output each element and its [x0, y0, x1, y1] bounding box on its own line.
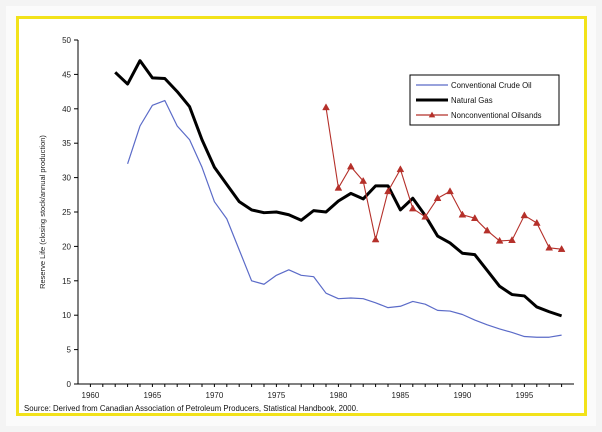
y-tick-label: 25	[62, 208, 71, 217]
x-tick-label: 1995	[516, 391, 534, 400]
data-point-marker	[483, 226, 492, 234]
legend-item: Nonconventional Oilsands	[416, 111, 542, 120]
data-point-marker	[346, 162, 355, 170]
x-tick-label: 1990	[454, 391, 472, 400]
series-nonconventional-oilsands	[322, 103, 566, 252]
legend-label: Natural Gas	[451, 96, 493, 105]
data-point-marker	[557, 245, 566, 252]
y-tick-label: 15	[62, 277, 71, 286]
y-axis-ticks: 0 5 10 15 20 25 30 35 40 45 50	[62, 36, 78, 389]
data-point-marker	[384, 187, 392, 195]
series-line	[114, 59, 563, 318]
x-tick-label: 1985	[392, 391, 410, 400]
y-tick-label: 35	[62, 139, 71, 148]
data-point-marker	[408, 204, 417, 212]
data-point-marker	[334, 183, 343, 191]
data-point-marker	[359, 176, 368, 184]
x-tick-label: 1975	[268, 391, 286, 400]
data-point-marker	[371, 235, 380, 243]
figure-background: 0 5 10 15 20 25 30 35 40 45 50 1960 1965 1970 1975 198…	[6, 6, 596, 426]
series-natural-gas	[114, 59, 563, 318]
data-point-marker	[508, 236, 516, 243]
y-tick-label: 20	[62, 242, 71, 251]
legend-marker	[428, 111, 436, 118]
x-tick-label: 1970	[206, 391, 224, 400]
data-point-marker	[470, 214, 479, 221]
legend-item: Conventional Crude Oil	[416, 81, 532, 90]
series-line	[127, 99, 562, 338]
source-note: Source: Derived from Canadian Associatio…	[24, 404, 358, 413]
data-point-marker	[495, 236, 504, 244]
legend-items: Conventional Crude Oil Natural Gas Nonconv…	[416, 81, 542, 120]
legend-item: Natural Gas	[416, 96, 493, 105]
data-point-marker	[545, 243, 554, 251]
x-tick-label: 1965	[144, 391, 162, 400]
x-axis-ticks: 1960 1965 1970 1975 1980 1985 1990 1995	[82, 384, 563, 400]
data-point-marker	[458, 210, 467, 218]
y-tick-label: 30	[62, 174, 71, 183]
legend-label: Conventional Crude Oil	[451, 81, 532, 90]
data-point-marker	[396, 165, 405, 173]
line-chart: 0 5 10 15 20 25 30 35 40 45 50 1960 1965 1970 1975 198…	[19, 19, 584, 413]
data-point-marker	[322, 103, 330, 111]
y-tick-label: 50	[62, 36, 71, 45]
data-point-marker	[446, 187, 454, 195]
legend-label: Nonconventional Oilsands	[451, 111, 542, 120]
legend: Conventional Crude Oil Natural Gas Nonconv…	[409, 74, 560, 126]
series-line	[325, 107, 562, 250]
series-layer	[114, 59, 566, 338]
chart-frame: 0 5 10 15 20 25 30 35 40 45 50 1960 1965 1970 1975 198…	[16, 16, 587, 416]
y-tick-label: 10	[62, 311, 71, 320]
y-tick-label: 0	[67, 380, 72, 389]
data-point-marker	[520, 211, 529, 219]
data-point-marker	[433, 194, 442, 202]
y-axis-label: Reserve Life (closing stock/annual produ…	[38, 135, 47, 289]
x-tick-label: 1960	[82, 391, 100, 400]
data-point-marker	[421, 212, 430, 220]
y-tick-label: 45	[62, 70, 71, 79]
x-tick-label: 1980	[330, 391, 348, 400]
y-tick-label: 40	[62, 105, 71, 114]
series-conventional-crude-oil	[127, 99, 562, 338]
data-point-marker	[532, 218, 541, 226]
y-tick-label: 5	[67, 346, 72, 355]
